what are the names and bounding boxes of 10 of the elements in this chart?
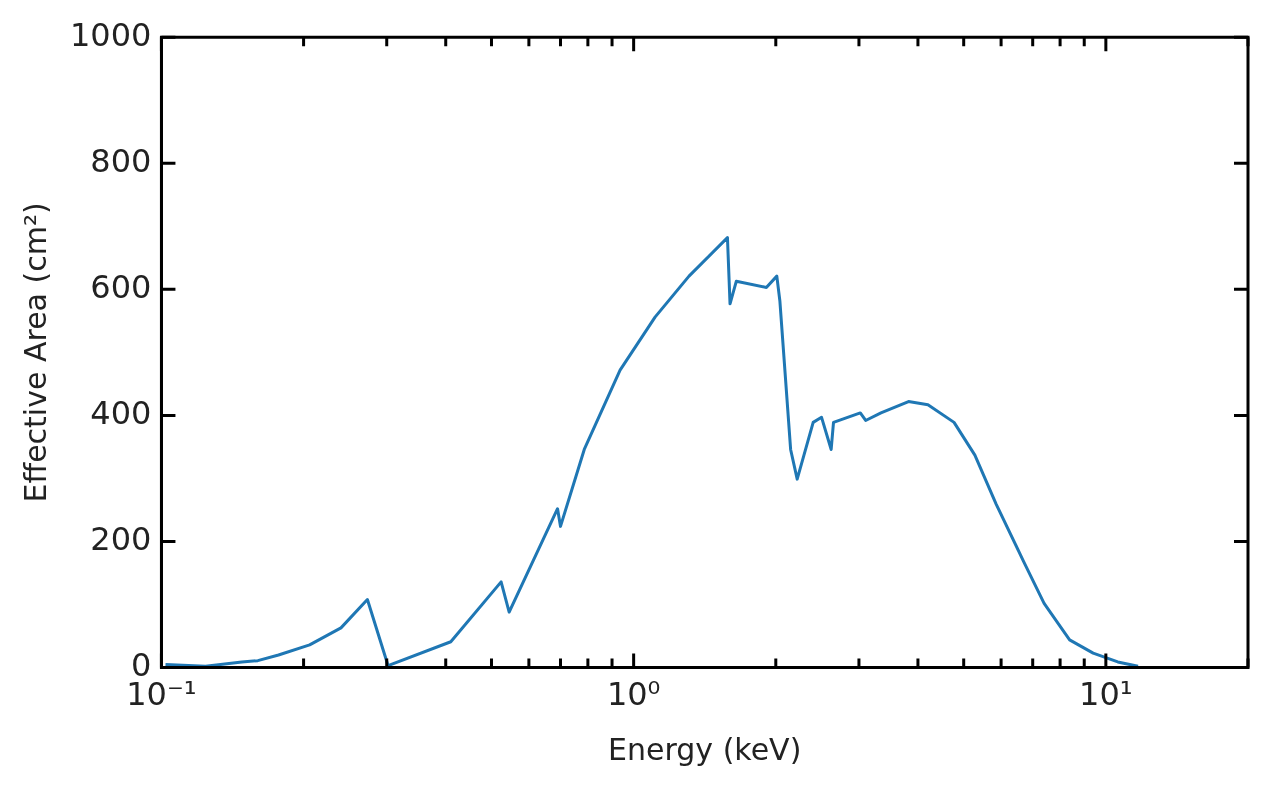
x-tick-label: 10⁻¹ xyxy=(126,675,197,714)
x-axis-title: Energy (keV) xyxy=(608,731,802,767)
y-tick-label: 200 xyxy=(90,519,152,558)
y-tick-label: 400 xyxy=(90,393,152,432)
x-tick-label: 10⁰ xyxy=(606,675,661,714)
y-tick-label: 800 xyxy=(90,141,152,180)
y-tick-label: 600 xyxy=(90,267,152,306)
y-axis-title: Effective Area (cm²) xyxy=(17,202,53,503)
y-tick-label: 1000 xyxy=(70,15,152,54)
x-tick-label: 10¹ xyxy=(1079,675,1133,714)
